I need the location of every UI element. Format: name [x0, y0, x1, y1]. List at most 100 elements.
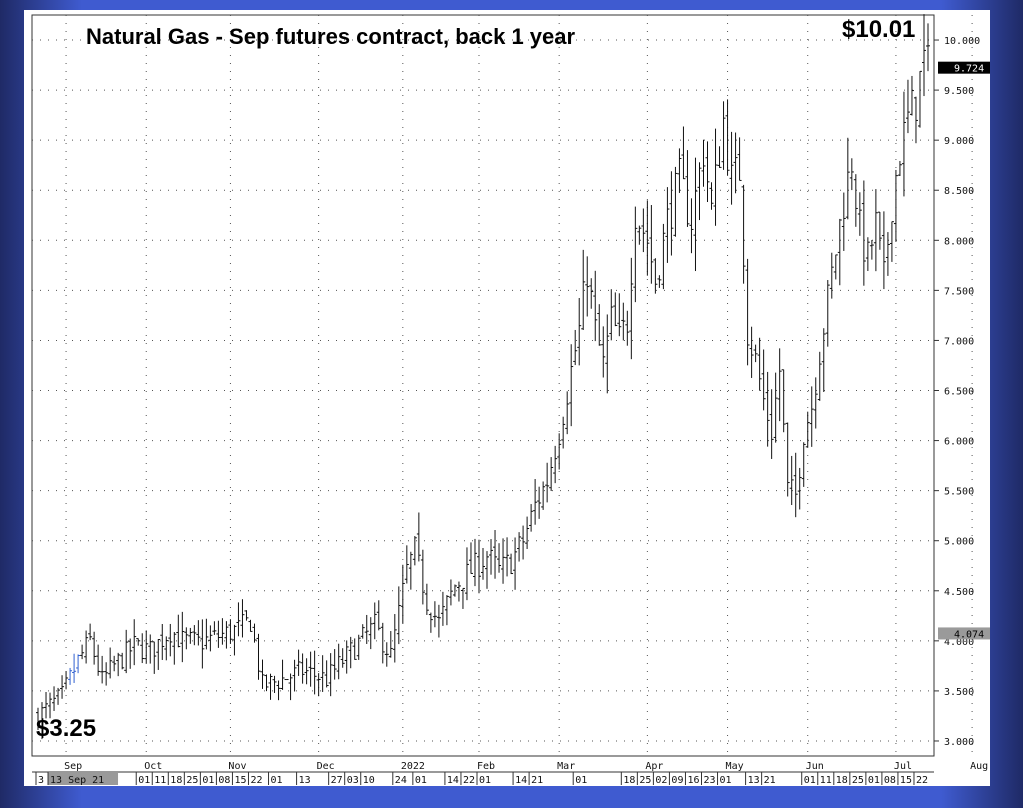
date-label: 13 — [299, 775, 311, 786]
ohlc-bar — [589, 278, 594, 309]
ohlc-bar — [252, 623, 257, 643]
ohlc-bar — [665, 187, 670, 263]
y-tick-label: 6.500 — [944, 387, 974, 398]
ohlc-bar — [605, 314, 610, 394]
ohlc-bar — [721, 101, 726, 170]
price-marker-label: 9.724 — [954, 64, 984, 75]
ohlc-bar — [244, 610, 249, 621]
ohlc-bar — [40, 702, 45, 740]
ohlc-bar — [825, 280, 830, 347]
date-label: 01 — [868, 775, 880, 786]
ohlc-bar — [489, 539, 494, 575]
ohlc-bar — [232, 624, 237, 656]
ohlc-bar — [673, 166, 678, 237]
ohlc-chart: 3.000 3.500 4.000 4.500 5.000 5.500 6.000 6.500… — [31, 14, 990, 786]
ohlc-bar — [693, 157, 698, 272]
ohlc-bar — [789, 455, 794, 506]
ohlc-bar — [621, 302, 626, 341]
ohlc-bar — [104, 662, 109, 686]
ohlc-bar — [112, 655, 117, 672]
ohlc-bar — [256, 633, 261, 680]
ohlc-bar — [408, 551, 413, 590]
ohlc-bar — [793, 452, 798, 518]
ohlc-bar — [497, 543, 502, 573]
ohlc-bar — [701, 139, 706, 187]
ohlc-bar — [172, 632, 177, 665]
ohlc-bar — [188, 627, 193, 644]
ohlc-bar — [476, 539, 481, 594]
y-tick-label: 5.500 — [944, 487, 974, 498]
ohlc-bar — [200, 619, 205, 669]
date-label: 08 — [884, 775, 896, 786]
ohlc-bar — [833, 254, 838, 280]
date-label: 03 — [347, 775, 359, 786]
ohlc-bar — [76, 654, 81, 674]
ohlc-bar — [460, 587, 465, 609]
ohlc-bar — [537, 486, 542, 519]
date-label: 08 — [218, 775, 230, 786]
ohlc-bar — [553, 445, 558, 484]
ohlc-bar — [517, 532, 522, 562]
date-label: 18 — [623, 775, 635, 786]
ohlc-bar — [432, 601, 437, 628]
ohlc-bar — [264, 674, 269, 692]
ohlc-bar — [440, 591, 445, 626]
date-label: 01 — [720, 775, 732, 786]
date-label: 01 — [271, 775, 283, 786]
month-label: Jul — [894, 761, 912, 772]
ohlc-bar — [412, 536, 417, 566]
ohlc-bar — [212, 621, 217, 635]
ohlc-bar — [144, 630, 149, 664]
ohlc-bar — [288, 673, 293, 701]
ohlc-bar — [56, 687, 61, 705]
ohlc-bar — [689, 198, 694, 254]
ohlc-bar — [372, 602, 377, 640]
ohlc-bar — [136, 638, 141, 646]
ohlc-bar — [384, 642, 389, 667]
ohlc-bar — [625, 310, 630, 346]
month-label: Sep — [64, 761, 82, 772]
date-label: 01 — [575, 775, 587, 786]
date-label: 25 — [186, 775, 198, 786]
ohlc-bar — [745, 258, 750, 366]
y-tick-label: 8.000 — [944, 236, 974, 247]
month-label: Mar — [557, 761, 575, 772]
y-tick-label: 4.500 — [944, 587, 974, 598]
ohlc-bar — [416, 512, 421, 562]
ohlc-bar — [68, 667, 73, 685]
ohlc-bar — [493, 530, 498, 579]
ohlc-bar — [697, 162, 702, 221]
ohlc-bar — [196, 620, 201, 646]
ohlc-bar — [597, 304, 602, 346]
ohlc-bar — [801, 442, 806, 487]
ohlc-bar — [48, 692, 53, 719]
ohlc-bar — [741, 184, 746, 284]
date-label: 16 — [687, 775, 699, 786]
ohlc-bar — [332, 649, 337, 680]
y-tick-label: 9.500 — [944, 86, 974, 97]
ohlc-bar — [88, 623, 93, 641]
ohlc-bar — [400, 564, 405, 624]
ohlc-bar — [96, 644, 101, 676]
date-label: 01 — [138, 775, 150, 786]
ohlc-bar — [573, 329, 578, 366]
ohlc-bar — [152, 641, 157, 674]
ohlc-bar — [781, 369, 786, 433]
month-label: May — [726, 761, 744, 772]
ohlc-bar — [376, 600, 381, 631]
date-label: 14 — [447, 775, 459, 786]
ohlc-bar — [765, 371, 770, 447]
low-price-annotation: $3.25 — [36, 715, 96, 742]
ohlc-bar — [364, 614, 369, 644]
ohlc-bar — [561, 416, 566, 449]
ohlc-bar — [268, 673, 273, 700]
ohlc-bar — [869, 239, 874, 260]
ohlc-bar — [593, 270, 598, 342]
ohlc-bar — [420, 549, 425, 605]
ohlc-bar — [865, 237, 870, 271]
price-marker-box — [938, 627, 990, 640]
ohlc-bar — [773, 372, 778, 443]
date-axis: Sep Oct Nov Dec 2022 Feb Mar Apr May Jun Jul Aug 3 13… — [35, 761, 988, 786]
ohlc-bar — [184, 627, 189, 650]
ohlc-bar — [849, 158, 854, 191]
